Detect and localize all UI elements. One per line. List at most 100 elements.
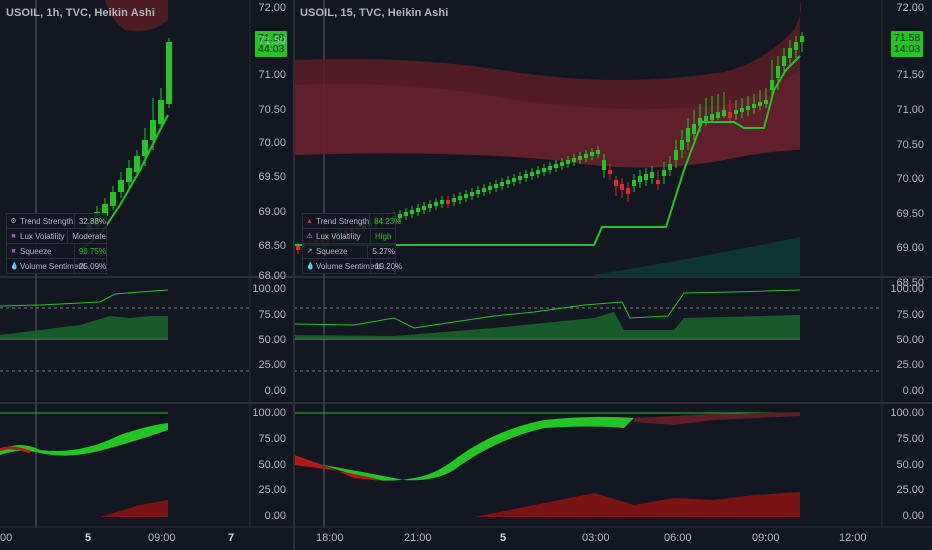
candle-body bbox=[710, 114, 714, 120]
osc1-axis-label: 100.00 bbox=[252, 283, 286, 295]
flame-icon: ▲ bbox=[306, 217, 313, 225]
osc1-axis-label: 25.00 bbox=[258, 359, 286, 371]
candle-body bbox=[638, 176, 642, 182]
osc-line bbox=[0, 289, 169, 307]
table-value: 5.27% bbox=[367, 244, 395, 258]
pane-divider[interactable] bbox=[293, 0, 295, 550]
osc1-axis-label: 50.00 bbox=[896, 334, 924, 346]
candle-body bbox=[770, 80, 774, 90]
candle-body bbox=[524, 174, 528, 178]
osc1-axis-label: 0.00 bbox=[902, 385, 924, 397]
osc-line bbox=[294, 289, 801, 329]
candle-body bbox=[398, 214, 402, 218]
osc1-axis-label: 100.00 bbox=[890, 283, 924, 295]
table-label: Volume Sentiment bbox=[20, 261, 85, 271]
price-axis-label: 70.50 bbox=[896, 139, 924, 151]
candle-body bbox=[758, 102, 762, 106]
table-value: Moderate bbox=[67, 229, 106, 243]
gear-icon: ⚙ bbox=[10, 218, 17, 225]
right-chart-canvas[interactable] bbox=[294, 0, 932, 550]
osc2-red-area bbox=[474, 492, 800, 517]
left-chart-pane[interactable]: USOIL, 1h, TVC, Heikin Ashi 71.58 44:03 … bbox=[0, 0, 294, 550]
candle-body bbox=[632, 180, 636, 186]
candle-body bbox=[728, 112, 732, 118]
left-symbol-title[interactable]: USOIL, 1h, TVC, Heikin Ashi bbox=[6, 7, 155, 19]
candle-body bbox=[656, 180, 660, 184]
table-row: 💧 Volume Sentiment 19.20% bbox=[303, 259, 402, 273]
price-axis-label: 69.00 bbox=[896, 242, 924, 254]
candle-body bbox=[150, 120, 156, 140]
osc2-axis-label: 0.00 bbox=[902, 510, 924, 522]
candle-body bbox=[572, 158, 576, 162]
right-chart-pane[interactable]: USOIL, 15, TVC, Heikin Ashi 71.58 14:03 … bbox=[294, 0, 932, 550]
volatility-band-inner bbox=[294, 70, 800, 168]
table-label: Trend Strength bbox=[316, 216, 370, 226]
candle-body bbox=[404, 212, 408, 216]
candle-body bbox=[686, 128, 690, 142]
osc2-wave-red-top bbox=[634, 412, 800, 425]
candle-body bbox=[482, 188, 486, 192]
candle-body bbox=[494, 184, 498, 188]
price-axis-label: 68.50 bbox=[896, 277, 924, 289]
osc2-axis-label: 100.00 bbox=[252, 407, 286, 419]
candle-body bbox=[620, 184, 624, 190]
candle-body bbox=[590, 152, 594, 156]
left-chart-canvas[interactable] bbox=[0, 0, 294, 550]
osc1-axis-label: 75.00 bbox=[896, 309, 924, 321]
price-axis-label: 72.00 bbox=[258, 2, 286, 14]
candle-body bbox=[488, 186, 492, 190]
right-price-tag: 71.58 14:03 bbox=[891, 31, 924, 57]
drop-icon: 💧 bbox=[306, 263, 315, 270]
candle-body bbox=[704, 116, 708, 122]
candle-body bbox=[740, 108, 744, 112]
candle-body bbox=[746, 106, 750, 110]
osc2-axis-label: 50.00 bbox=[896, 459, 924, 471]
osc1-axis-label: 50.00 bbox=[258, 334, 286, 346]
candle-body bbox=[722, 110, 726, 116]
right-symbol-title[interactable]: USOIL, 15, TVC, Heikin Ashi bbox=[300, 7, 449, 19]
candle-body bbox=[716, 112, 720, 118]
candle-body bbox=[464, 194, 468, 198]
time-axis-label: 18:00 bbox=[316, 532, 344, 544]
time-axis-label: 5 bbox=[500, 532, 507, 544]
table-row: ▲ Trend Strength 84.23% bbox=[303, 214, 401, 229]
left-price-tag-price: 71.58 bbox=[258, 32, 285, 44]
candle-body bbox=[692, 124, 696, 134]
price-axis-label: 70.00 bbox=[258, 137, 286, 149]
price-axis-label: 71.50 bbox=[258, 35, 286, 47]
table-value: 19.20% bbox=[370, 259, 402, 273]
time-axis-label: 09:00 bbox=[148, 532, 176, 544]
candle-body bbox=[500, 182, 504, 186]
table-label: Volume Sentiment bbox=[316, 261, 381, 271]
warning-icon: ⚠ bbox=[306, 233, 313, 240]
table-row: 💧 Volume Sentiment 25.09% bbox=[7, 259, 106, 273]
candle-body bbox=[536, 170, 540, 174]
right-price-tag-countdown: 14:03 bbox=[894, 43, 921, 55]
left-background bbox=[0, 0, 294, 550]
osc2-wave bbox=[0, 423, 168, 456]
table-label: Squeeze bbox=[20, 246, 52, 256]
osc-area bbox=[0, 316, 168, 339]
candle-body bbox=[794, 42, 798, 50]
osc1-axis-label: 0.00 bbox=[264, 385, 286, 397]
time-axis-label: 12:00 bbox=[839, 532, 867, 544]
candle-body bbox=[602, 160, 606, 170]
candle-body bbox=[518, 176, 522, 180]
time-axis-label: 09:00 bbox=[752, 532, 780, 544]
candle-body bbox=[560, 162, 564, 166]
candle-body bbox=[764, 100, 768, 104]
osc2-axis-label: 0.00 bbox=[264, 510, 286, 522]
candle-body bbox=[752, 104, 756, 108]
price-axis-label: 71.50 bbox=[896, 69, 924, 81]
right-price-tag-price: 71.58 bbox=[894, 32, 921, 44]
osc2-axis-label: 50.00 bbox=[258, 459, 286, 471]
table-value: High bbox=[370, 229, 391, 243]
right-indicator-table: ▲ Trend Strength 84.23% ⚠ Lux Volatility Hig… bbox=[302, 213, 402, 274]
trailing-stop-line bbox=[294, 55, 801, 246]
candle-body bbox=[512, 178, 516, 182]
candle-body bbox=[668, 164, 672, 170]
table-row: ■ Squeeze 96.75% bbox=[7, 244, 106, 259]
left-indicator-table: ⚙ Trend Strength 32.88% ■ Lux Volatility Mod… bbox=[6, 213, 107, 274]
table-value: 32.88% bbox=[73, 214, 106, 228]
candle-body bbox=[134, 156, 140, 172]
